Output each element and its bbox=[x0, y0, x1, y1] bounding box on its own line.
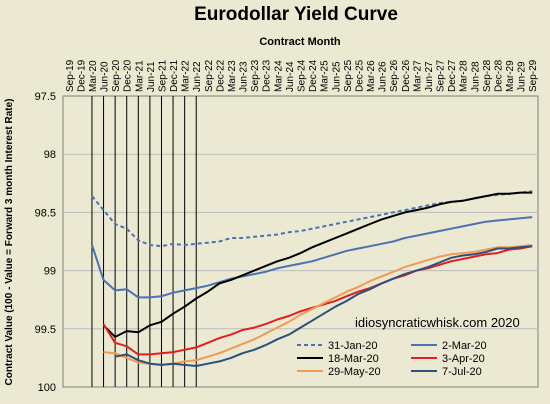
y-tick-label: 98.5 bbox=[35, 207, 56, 219]
series-line-2 bbox=[102, 191, 533, 338]
legend-label-2: 18-Mar-20 bbox=[328, 353, 379, 365]
x-tick-label: Mar-29 bbox=[505, 60, 516, 92]
x-tick-label: Jun-22 bbox=[192, 61, 203, 92]
x-tick-label: Dec-25 bbox=[354, 59, 365, 92]
source-annotation: idiosyncraticwhisk.com 2020 bbox=[355, 315, 520, 330]
x-tick-label: Sep-27 bbox=[436, 59, 447, 92]
x-tick-label: Mar-21 bbox=[134, 60, 145, 92]
series-line-5 bbox=[114, 245, 533, 367]
series-line-0 bbox=[91, 190, 533, 248]
x-tick-label: Dec-19 bbox=[76, 59, 87, 92]
x-tick-label: Sep-23 bbox=[250, 59, 261, 92]
legend-label-3: 3-Apr-20 bbox=[442, 353, 485, 365]
y-axis-label: Contract Value (100 - Value = Forward 3 … bbox=[4, 98, 15, 385]
x-tick-label: Dec-23 bbox=[262, 59, 273, 92]
x-tick-label: Dec-27 bbox=[447, 59, 458, 92]
x-axis-label: Contract Month bbox=[259, 36, 341, 48]
x-tick-label: Mar-20 bbox=[88, 60, 99, 92]
legend-label-5: 7-Jul-20 bbox=[442, 366, 482, 378]
legend-label-0: 31-Jan-20 bbox=[328, 340, 378, 352]
x-tick-label: Dec-24 bbox=[308, 59, 319, 92]
legend-label-1: 2-Mar-20 bbox=[442, 340, 487, 352]
x-tick-label: Mar-27 bbox=[412, 60, 423, 92]
x-tick-label: Jun-26 bbox=[378, 61, 389, 92]
x-tick-label: Jun-24 bbox=[285, 61, 296, 92]
x-tick-label: Sep-20 bbox=[111, 59, 122, 92]
x-tick-label: Sep-26 bbox=[389, 59, 400, 92]
x-tick-label: Mar-24 bbox=[273, 60, 284, 92]
x-tick-label: Sep-21 bbox=[157, 59, 168, 92]
x-tick-label: Dec-22 bbox=[215, 59, 226, 92]
x-tick-label: Sep-25 bbox=[343, 59, 354, 92]
x-tick-label: Sep-22 bbox=[204, 59, 215, 92]
y-tick-label: 100 bbox=[38, 382, 56, 394]
series-line-1 bbox=[91, 216, 533, 299]
x-tick-label: Mar-25 bbox=[320, 60, 331, 92]
x-tick-label: Dec-26 bbox=[401, 59, 412, 92]
x-tick-label: Sep-19 bbox=[65, 59, 76, 92]
chart-title: Eurodollar Yield Curve bbox=[194, 4, 398, 25]
y-tick-label: 97.5 bbox=[35, 91, 56, 103]
x-tick-label: Dec-28 bbox=[493, 59, 504, 92]
x-tick-label: Jun-20 bbox=[100, 61, 111, 92]
x-tick-label: Sep-24 bbox=[297, 59, 308, 92]
plot-frame bbox=[62, 95, 539, 388]
x-tick-label: Jun-25 bbox=[331, 61, 342, 92]
legend: 31-Jan-20 2-Mar-20 18-Mar-20 3-Apr-20 29-May… bbox=[297, 340, 487, 378]
x-tick-label: Mar-26 bbox=[366, 60, 377, 92]
x-tick-label: Sep-28 bbox=[482, 59, 493, 92]
x-tick-label: Dec-20 bbox=[123, 59, 134, 92]
x-tick-label: Jun-21 bbox=[146, 61, 157, 92]
x-tick-label: Jun-27 bbox=[424, 61, 435, 92]
y-tick-label: 99 bbox=[44, 266, 56, 278]
x-tick-label: Mar-28 bbox=[459, 60, 470, 92]
x-tick-label: Sep-29 bbox=[528, 59, 539, 92]
y-tick-label: 98 bbox=[44, 149, 56, 161]
x-tick-label: Dec-21 bbox=[169, 59, 180, 92]
legend-label-4: 29-May-20 bbox=[328, 366, 381, 378]
x-tick-label: Mar-22 bbox=[181, 60, 192, 92]
x-tick-label: Jun-28 bbox=[470, 61, 481, 92]
x-tick-label: Jun-29 bbox=[517, 61, 528, 92]
x-tick-label: Jun-23 bbox=[239, 61, 250, 92]
x-tick-label: Mar-23 bbox=[227, 60, 238, 92]
y-tick-label: 99.5 bbox=[35, 324, 56, 336]
